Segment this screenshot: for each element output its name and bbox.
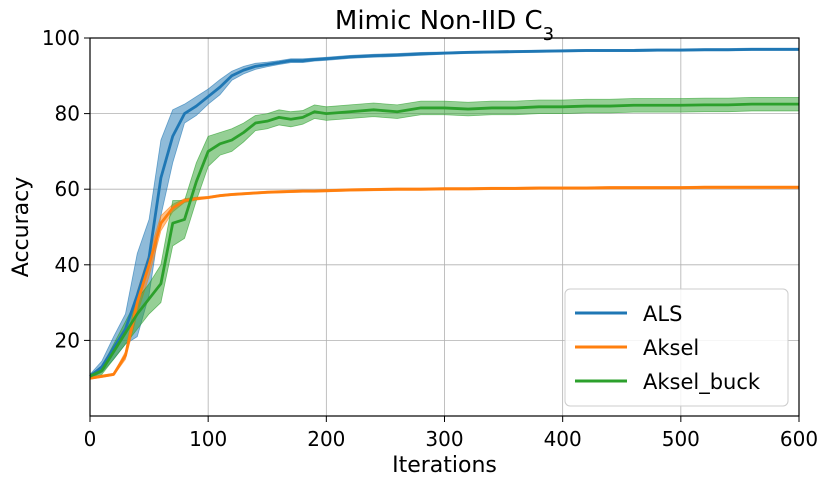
y-tick-label: 60	[55, 177, 80, 201]
x-tick-label: 500	[662, 427, 700, 451]
y-tick-label: 80	[55, 102, 80, 126]
x-tick-label: 400	[544, 427, 582, 451]
y-tick-label: 40	[55, 253, 80, 277]
series-line-als	[89, 47, 799, 378]
legend-label-aksel: Aksel	[643, 336, 699, 360]
series-line-aksel	[89, 185, 799, 380]
series-line-aksel-buck	[89, 102, 799, 378]
y-tick-label: 20	[55, 328, 80, 352]
axis-ticks: 0 100 200 300 400 500 600 20 40 60 80 100	[42, 26, 818, 451]
x-tick-label: 600	[780, 427, 818, 451]
x-tick-label: 100	[189, 427, 227, 451]
legend-label-als: ALS	[643, 302, 682, 326]
x-tick-label: 300	[425, 427, 463, 451]
series-lines	[89, 47, 799, 380]
legend-box	[564, 288, 789, 407]
legend-label-aksel-buck: Aksel_buck	[643, 370, 761, 395]
chart-title: Mimic Non-IID C3	[335, 6, 554, 45]
x-tick-label: 0	[84, 427, 97, 451]
x-axis-label: Iterations	[392, 453, 497, 478]
legend: ALS Aksel Aksel_buck	[564, 288, 789, 407]
y-tick-label: 100	[42, 26, 80, 50]
y-axis-label: Accuracy	[9, 177, 34, 277]
x-tick-label: 200	[307, 427, 345, 451]
